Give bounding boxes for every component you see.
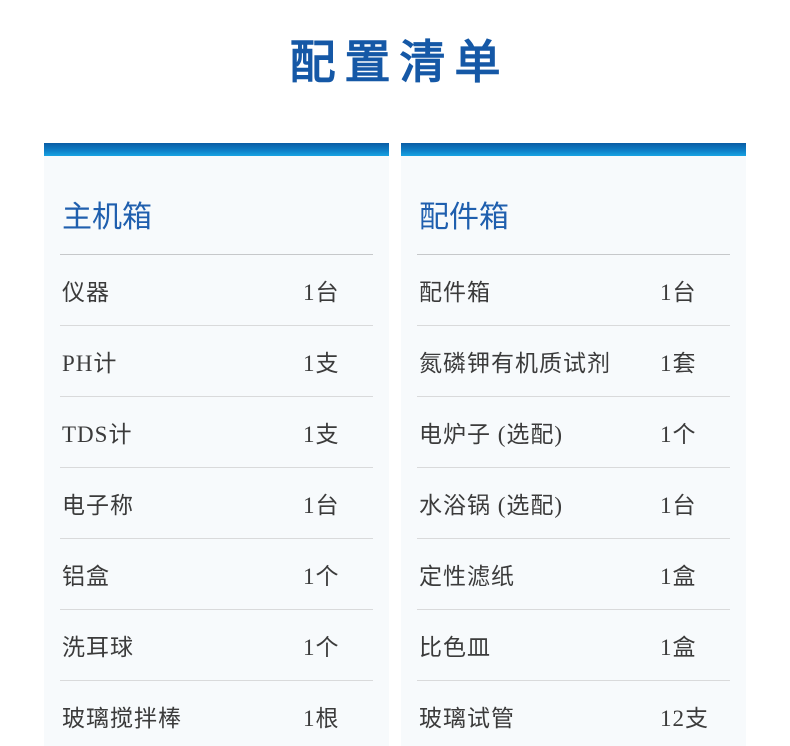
item-quantity: 1盒 [660,563,697,589]
item-name: 电子称 [62,492,134,518]
table-row: 玻璃搅拌棒 1根 [60,681,373,746]
item-quantity: 12支 [660,705,709,731]
table-row: 电子称 1台 [60,468,373,539]
item-name: 配件箱 [419,279,491,305]
item-quantity: 1套 [660,350,697,376]
box-header: 主机箱 [60,156,373,255]
box-panel: 配件箱 配件箱 1台 氮磷钾有机质试剂 1套 电炉子 (选配) 1个 水浴锅 (… [401,155,746,746]
item-name: 铝盒 [62,563,110,589]
item-quantity: 1个 [303,634,340,660]
item-name: 玻璃搅拌棒 [62,705,182,731]
item-quantity: 1个 [303,563,340,589]
item-name: 仪器 [62,279,110,305]
table-row: 玻璃试管 12支 [417,681,730,746]
table-row: 比色皿 1盒 [417,610,730,681]
main-unit-box: 主机箱 仪器 1台 PH计 1支 TDS计 1支 电子称 1台 铝盒 1个 [44,142,389,746]
item-name: 比色皿 [419,634,491,660]
table-row: 仪器 1台 [60,255,373,326]
table-row: 电炉子 (选配) 1个 [417,397,730,468]
item-name: 电炉子 (选配) [419,421,564,447]
item-name: TDS计 [62,421,133,447]
item-quantity: 1个 [660,421,697,447]
item-quantity: 1支 [303,350,340,376]
accessory-box: 配件箱 配件箱 1台 氮磷钾有机质试剂 1套 电炉子 (选配) 1个 水浴锅 (… [401,142,746,746]
table-row: TDS计 1支 [60,397,373,468]
item-name: PH计 [62,350,118,376]
box-top-bar [44,142,389,156]
item-name: 定性滤纸 [419,563,515,589]
item-quantity: 1台 [660,279,697,305]
box-panel: 主机箱 仪器 1台 PH计 1支 TDS计 1支 电子称 1台 铝盒 1个 [44,155,389,746]
item-name: 洗耳球 [62,634,134,660]
columns-container: 主机箱 仪器 1台 PH计 1支 TDS计 1支 电子称 1台 铝盒 1个 [44,142,746,746]
table-row: PH计 1支 [60,326,373,397]
page-title: 配置清单 [289,37,510,88]
item-name: 玻璃试管 [419,705,515,731]
item-quantity: 1台 [303,279,340,305]
box-header: 配件箱 [417,156,730,255]
table-row: 水浴锅 (选配) 1台 [417,468,730,539]
table-row: 配件箱 1台 [417,255,730,326]
table-row: 铝盒 1个 [60,539,373,610]
item-quantity: 1根 [303,705,340,731]
item-quantity: 1台 [660,492,697,518]
box-top-bar [401,142,746,156]
item-name: 水浴锅 (选配) [419,492,564,518]
table-row: 定性滤纸 1盒 [417,539,730,610]
item-quantity: 1支 [303,421,340,447]
item-quantity: 1台 [303,492,340,518]
item-name: 氮磷钾有机质试剂 [419,350,611,376]
table-row: 洗耳球 1个 [60,610,373,681]
table-row: 氮磷钾有机质试剂 1套 [417,326,730,397]
item-quantity: 1盒 [660,634,697,660]
